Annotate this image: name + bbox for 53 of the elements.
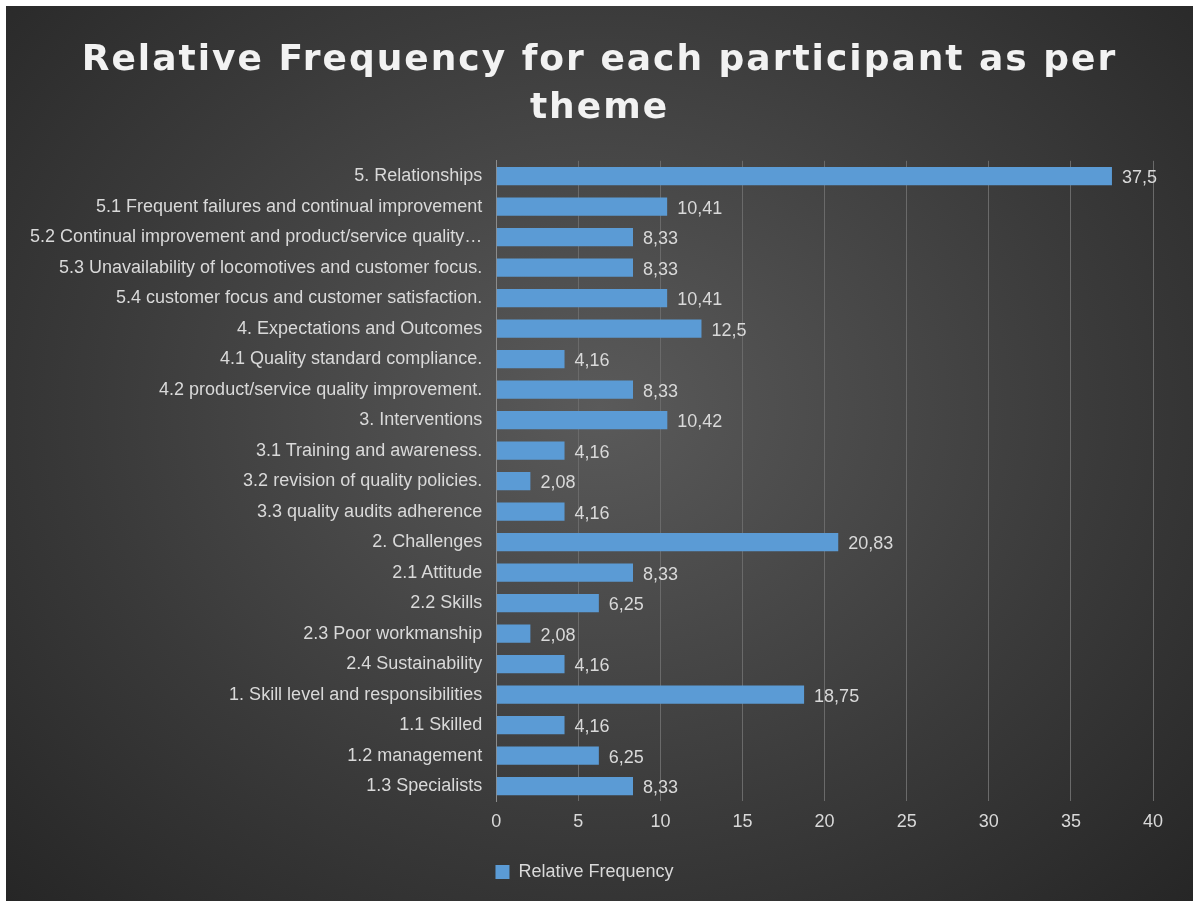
x-tick-label: 30 xyxy=(978,811,999,832)
x-tick-label: 5 xyxy=(573,811,584,832)
y-tick-label: 5.1 Frequent failures and continual improvement xyxy=(96,195,483,216)
y-tick-label: 1. Skill level and responsibilities xyxy=(229,683,483,704)
data-label: 6,25 xyxy=(608,746,644,767)
y-tick-label: 1.1 Skilled xyxy=(399,714,483,735)
y-tick-label: 2.2 Skills xyxy=(410,592,483,613)
y-tick-label: 5.2 Continual improvement and product/service quality… xyxy=(30,226,483,247)
y-tick-label: 2. Challenges xyxy=(372,531,483,552)
data-label: 4,16 xyxy=(574,350,610,371)
data-label: 10,42 xyxy=(677,411,723,432)
data-label: 4,16 xyxy=(574,441,610,462)
y-tick-label: 4.2 product/service quality improvement. xyxy=(159,378,483,399)
x-tick-label: 25 xyxy=(896,811,917,832)
y-tick-label: 3.1 Training and awareness. xyxy=(256,439,483,460)
data-label: 8,33 xyxy=(643,777,679,798)
y-tick-label: 2.4 Sustainability xyxy=(346,653,483,674)
data-label: 6,25 xyxy=(608,594,644,615)
data-label: 4,16 xyxy=(574,716,610,737)
y-tick-label: 5.3 Unavailability of locomotives and customer focus. xyxy=(59,256,483,277)
y-tick-label: 3.2 revision of quality policies. xyxy=(243,470,483,491)
y-tick-label: 2.3 Poor workmanship xyxy=(303,622,483,643)
x-tick-label: 0 xyxy=(491,811,502,832)
x-tick-label: 10 xyxy=(650,811,671,832)
x-tick-label: 15 xyxy=(732,811,753,832)
data-label: 2,08 xyxy=(540,472,576,493)
y-tick-label: 5.4 customer focus and customer satisfaction. xyxy=(116,287,483,308)
y-tick-label: 4.1 Quality standard compliance. xyxy=(220,348,483,369)
y-tick-label: 3.3 quality audits adherence xyxy=(257,500,483,521)
data-label: 2,08 xyxy=(540,624,576,645)
x-tick-label: 40 xyxy=(1142,811,1164,832)
data-label: 8,33 xyxy=(643,228,679,249)
chart-title: Relative Frequency for each participant as per theme xyxy=(80,36,1119,128)
data-label: 20,83 xyxy=(848,533,894,554)
legend-label: Relative Frequency xyxy=(518,860,674,881)
data-label: 8,33 xyxy=(643,258,679,279)
data-label: 10,41 xyxy=(677,289,723,310)
data-label: 4,16 xyxy=(574,502,610,523)
y-tick-label: 1.2 management xyxy=(347,744,483,765)
data-label: 8,33 xyxy=(643,380,679,401)
y-tick-label: 1.3 Specialists xyxy=(366,775,483,796)
data-label: 8,33 xyxy=(643,563,679,584)
y-tick-label: 4. Expectations and Outcomes xyxy=(237,317,483,338)
y-tick-label: 2.1 Attitude xyxy=(392,561,483,582)
data-label: 18,75 xyxy=(814,685,860,706)
data-label: 4,16 xyxy=(574,655,610,676)
x-tick-label: 20 xyxy=(814,811,835,832)
x-tick-label: 35 xyxy=(1060,811,1081,832)
data-label: 12,5 xyxy=(711,319,747,340)
data-label: 10,41 xyxy=(677,197,723,218)
data-label: 37,5 xyxy=(1121,167,1157,188)
y-tick-label: 5. Relationships xyxy=(354,165,483,186)
y-tick-label: 3. Interventions xyxy=(359,409,483,430)
